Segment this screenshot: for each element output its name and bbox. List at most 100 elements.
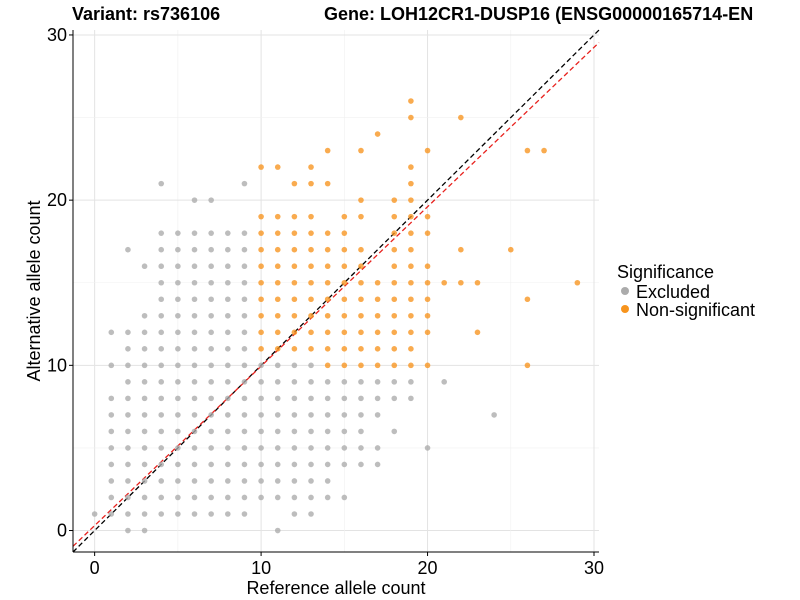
point-excluded [125,428,131,435]
x-axis-title: Reference allele count [246,578,425,598]
point-non-significant [408,164,414,170]
point-excluded [208,246,214,253]
point-excluded [408,379,414,385]
point-excluded [208,197,214,203]
point-excluded [191,461,198,468]
point-excluded [191,428,198,435]
x-axis-ticks: 0 10 20 30 [90,552,604,578]
point-excluded [158,346,165,352]
point-excluded [208,379,214,385]
point-non-significant [324,279,331,286]
point-excluded [141,362,148,369]
point-excluded [175,346,181,352]
point-excluded [225,246,231,253]
point-excluded [424,445,431,451]
point-non-significant [291,213,298,220]
point-excluded [341,395,348,402]
point-excluded [241,263,248,270]
point-excluded [158,180,165,187]
point-excluded [225,346,231,352]
point-excluded [391,395,398,402]
point-non-significant [341,312,348,319]
point-non-significant [308,263,314,270]
point-excluded [175,478,181,484]
point-excluded [291,461,298,468]
point-excluded [191,362,198,369]
point-excluded [175,461,181,468]
point-excluded [191,279,198,286]
point-excluded [241,445,248,451]
point-excluded [291,478,298,484]
point-excluded [225,445,231,451]
point-non-significant [424,329,431,336]
point-excluded [158,461,165,468]
point-non-significant [341,346,348,352]
legend-title: Significance [617,262,714,282]
point-excluded [175,511,181,517]
point-non-significant [258,246,264,253]
point-non-significant [308,279,314,286]
point-excluded [125,461,131,468]
point-excluded [208,296,214,303]
point-excluded [208,279,214,286]
point-excluded [291,511,298,517]
point-non-significant [324,312,331,319]
point-non-significant [291,279,298,286]
point-non-significant [408,180,414,187]
point-excluded [274,362,281,369]
point-non-significant [358,362,364,369]
y-tick-label: 10 [47,355,67,375]
point-excluded [225,478,231,484]
point-excluded [141,511,148,517]
point-excluded [241,395,248,402]
point-non-significant [341,296,348,303]
point-excluded [324,478,331,484]
point-excluded [358,412,364,418]
point-excluded [358,428,364,435]
point-excluded [341,412,348,418]
point-excluded [241,478,248,484]
point-non-significant [408,329,414,336]
point-non-significant [391,329,398,336]
point-excluded [274,527,281,534]
point-non-significant [408,230,414,236]
point-non-significant [274,296,281,303]
point-excluded [158,395,165,402]
point-excluded [274,379,281,385]
point-non-significant [274,213,281,220]
point-non-significant [408,312,414,319]
point-excluded [191,379,198,385]
point-excluded [241,511,248,517]
point-excluded [491,412,497,418]
point-excluded [358,395,364,402]
point-excluded [125,329,131,336]
point-non-significant [258,296,264,303]
point-non-significant [358,246,364,253]
point-excluded [258,379,264,385]
point-excluded [241,428,248,435]
point-non-significant [324,230,331,236]
point-non-significant [391,263,398,270]
point-non-significant [341,279,348,286]
point-excluded [125,395,131,402]
point-excluded [274,445,281,451]
point-excluded [91,511,98,517]
point-excluded [225,362,231,369]
point-excluded [191,197,198,203]
point-excluded [324,428,331,435]
point-excluded [308,445,314,451]
point-excluded [258,494,264,501]
point-non-significant [308,346,314,352]
point-excluded [108,395,115,402]
point-excluded [175,445,181,451]
point-excluded [274,412,281,418]
point-excluded [175,263,181,270]
point-excluded [208,494,214,501]
y-tick-label: 20 [47,190,67,210]
point-excluded [324,412,331,418]
point-excluded [158,362,165,369]
point-non-significant [408,213,414,220]
point-excluded [241,279,248,286]
point-excluded [208,412,214,418]
point-excluded [125,412,131,418]
